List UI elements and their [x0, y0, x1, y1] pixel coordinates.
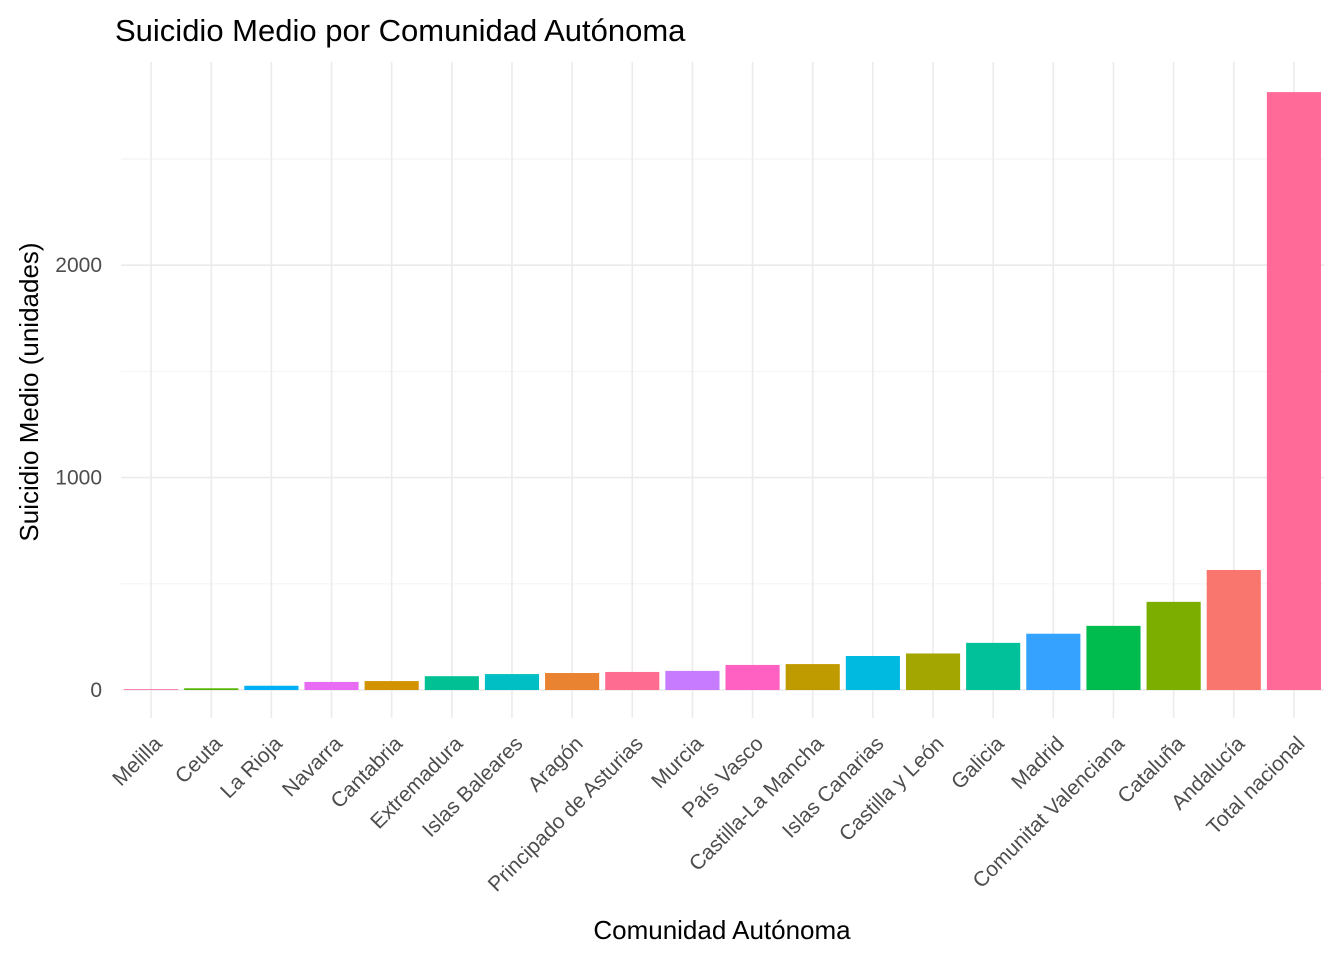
- bar: [725, 664, 780, 690]
- bar: [124, 689, 179, 690]
- x-tick-label: La Rioja: [216, 732, 287, 803]
- bar: [665, 670, 720, 690]
- bar: [905, 653, 961, 690]
- bar: [605, 671, 660, 690]
- x-tick-label: Ceuta: [171, 732, 227, 788]
- grid: [121, 62, 1324, 718]
- bar: [785, 664, 840, 690]
- bar: [304, 681, 359, 690]
- bar: [364, 681, 419, 690]
- y-tick-label: 0: [90, 679, 102, 702]
- bar: [184, 688, 239, 690]
- x-axis-title: Comunidad Autónoma: [593, 915, 851, 945]
- bar: [966, 642, 1021, 690]
- bars: [124, 92, 1321, 691]
- x-tick-label: Melilla: [108, 732, 167, 791]
- x-tick-label: Castilla y León: [835, 732, 949, 846]
- y-axis-ticks: 0 1000 2000: [55, 254, 102, 702]
- bar: [545, 673, 600, 690]
- bar: [424, 676, 479, 690]
- bar: [845, 656, 900, 690]
- chart-title: Suicidio Medio por Comunidad Autónoma: [115, 13, 686, 48]
- bar: [1206, 569, 1261, 690]
- y-axis-title: Suicidio Medio (unidades): [14, 242, 44, 541]
- y-tick-label: 2000: [55, 254, 102, 277]
- bar: [1266, 92, 1321, 691]
- bar: [1086, 625, 1141, 690]
- y-tick-label: 1000: [55, 467, 102, 490]
- bar: [244, 685, 299, 690]
- bar: [1146, 601, 1201, 690]
- bar: [484, 674, 540, 690]
- x-tick-label: Galicia: [947, 732, 1009, 794]
- bar: [1026, 633, 1081, 690]
